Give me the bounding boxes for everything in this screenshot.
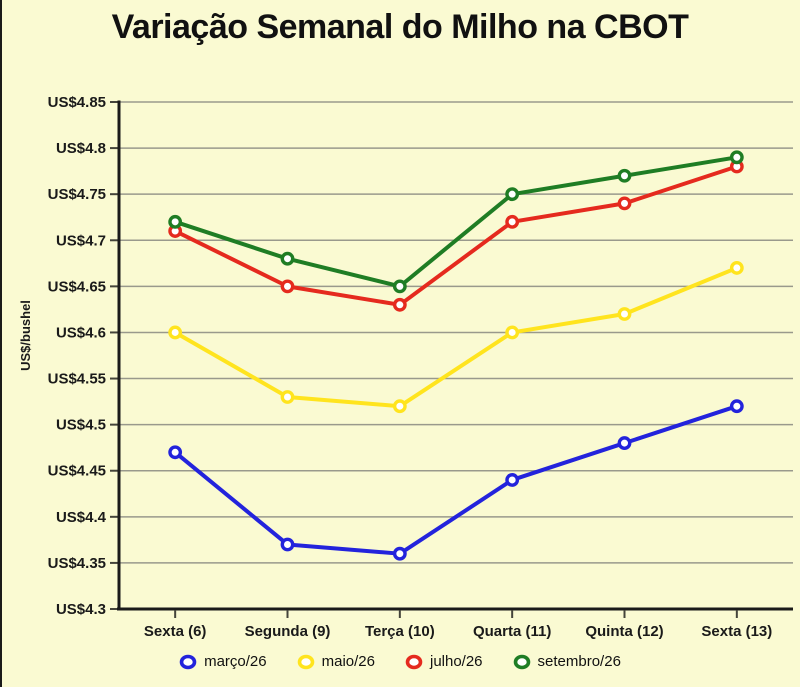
x-tick-label: Terça (10): [365, 623, 435, 640]
series-line-setembro-26: [173, 155, 739, 289]
y-tick-label: US$4.8: [56, 140, 106, 157]
y-axis-title: US$/bushel: [18, 300, 33, 371]
x-tick-label: Quarta (11): [473, 623, 551, 640]
y-tick-label: US$4.65: [48, 278, 106, 295]
data-point: [280, 537, 295, 552]
data-point: [392, 546, 407, 561]
data-point: [168, 325, 183, 340]
data-point: [729, 261, 744, 275]
y-tick-label: US$4.5: [56, 417, 106, 434]
data-point: [280, 279, 295, 294]
data-point: [280, 251, 295, 266]
data-point: [392, 297, 407, 312]
legend-label: setembro/26: [537, 653, 621, 670]
data-point: [392, 279, 407, 294]
legend-item-mar-o-26: março/26: [179, 653, 267, 670]
legend-marker-ring: [513, 654, 530, 669]
legend-marker-icon: [179, 654, 197, 669]
data-point: [168, 445, 183, 460]
legend-marker-ring: [297, 654, 314, 669]
y-tick-label: US$4.85: [48, 94, 106, 111]
legend-marker-icon: [513, 654, 530, 669]
data-point: [505, 325, 520, 340]
data-point: [168, 214, 183, 229]
legend-label: julho/26: [429, 653, 483, 670]
data-point: [392, 399, 407, 414]
legend-label: maio/26: [321, 653, 375, 670]
data-point: [729, 150, 744, 165]
x-tick-label: Segunda (9): [245, 623, 331, 640]
series-line-maio-26: [173, 265, 739, 409]
data-point: [729, 399, 744, 414]
data-point: [280, 390, 295, 404]
data-point: [617, 436, 632, 450]
legend-marker-icon: [297, 654, 314, 669]
chart-legend: março/26 maio/26 julho/26 setembro/26: [0, 653, 800, 670]
y-tick-label: US$4.45: [48, 463, 106, 480]
x-tick-label: Sexta (13): [701, 623, 772, 640]
y-tick-label: US$4.35: [48, 555, 106, 572]
series-line-mar-o-26: [173, 404, 739, 556]
data-point: [617, 307, 632, 321]
line-chart: US$4.3 US$4.35 US$4.4 US$4.45 US$4.5 US$4.55 U…: [18, 94, 793, 640]
legend-item-julho-26: julho/26: [405, 653, 483, 670]
series-line-julho-26: [173, 164, 739, 307]
data-point: [505, 473, 520, 487]
data-point: [617, 196, 632, 211]
left-edge-border: [0, 0, 2, 687]
data-point: [617, 168, 632, 183]
legend-label: março/26: [204, 653, 267, 670]
y-tick-label: US$4.3: [56, 601, 106, 618]
legend-marker-ring: [405, 654, 423, 669]
y-tick-label: US$4.75: [48, 186, 106, 203]
y-tick-label: US$4.55: [48, 371, 106, 388]
chart-title: Variação Semanal do Milho na CBOT: [111, 8, 689, 46]
y-tick-label: US$4.7: [56, 232, 106, 249]
y-tick-label: US$4.4: [56, 509, 107, 526]
data-point: [505, 214, 520, 229]
legend-marker-ring: [179, 654, 197, 669]
data-point: [505, 187, 520, 202]
y-tick-label: US$4.6: [56, 324, 106, 341]
legend-marker-icon: [405, 654, 423, 669]
x-tick-label: Quinta (12): [585, 623, 663, 640]
legend-item-maio-26: maio/26: [297, 653, 375, 670]
legend-item-setembro-26: setembro/26: [513, 653, 621, 670]
x-tick-label: Sexta (6): [144, 623, 207, 640]
